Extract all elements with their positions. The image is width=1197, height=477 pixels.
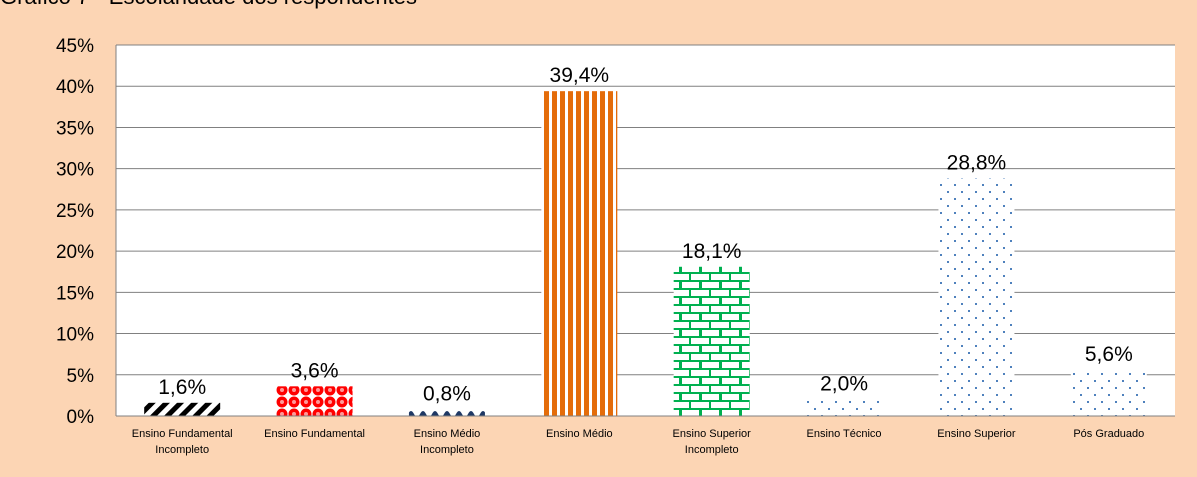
y-tick-label: 10% (56, 325, 94, 346)
y-tick-label: 0% (67, 407, 95, 428)
y-tick-label: 40% (56, 77, 94, 98)
plot-background (116, 45, 1175, 416)
plot-area: 0% 5% 10% 15% 20% 25% 30% 35% 40% 45% 1,6% Ensino F… (56, 36, 1175, 456)
y-tick-label: 5% (67, 366, 95, 387)
x-tick-label: Ensino Fundamental Incompleto (132, 428, 233, 456)
y-tick-label: 20% (56, 242, 94, 263)
chart-title: Gráfico 7 - Escolaridade dos respondente… (0, 0, 417, 10)
y-tick-label: 25% (56, 201, 94, 222)
data-label: 3,6% (291, 359, 339, 382)
y-tick-label: 45% (56, 36, 94, 57)
data-label: 5,6% (1085, 343, 1133, 366)
x-tick-label: Pós Graduado (1073, 428, 1144, 440)
x-tick-label: Ensino Superior Incompleto (673, 428, 752, 456)
bar (1070, 369, 1147, 416)
data-label: 39,4% (550, 64, 610, 87)
data-label: 18,1% (682, 240, 742, 263)
data-label: 28,8% (947, 152, 1007, 175)
y-tick-label: 35% (56, 118, 94, 139)
y-tick-label: 15% (56, 283, 94, 304)
bar (938, 178, 1015, 416)
x-tick-label: Ensino Médio Incompleto (414, 428, 481, 456)
bar (806, 399, 883, 416)
bar (144, 402, 221, 416)
data-label: 0,8% (423, 382, 471, 405)
bar (541, 91, 618, 417)
y-tick-label: 30% (56, 160, 94, 181)
bar (408, 409, 485, 416)
x-tick-label: Ensino Técnico (807, 428, 882, 440)
x-tick-label: Ensino Fundamental (264, 428, 365, 440)
bar (673, 266, 750, 416)
data-label: 2,0% (820, 373, 868, 396)
bar (276, 386, 353, 416)
x-tick-label: Ensino Médio (546, 428, 613, 440)
x-tick-label: Ensino Superior (937, 428, 1016, 440)
data-label: 1,6% (158, 376, 206, 399)
